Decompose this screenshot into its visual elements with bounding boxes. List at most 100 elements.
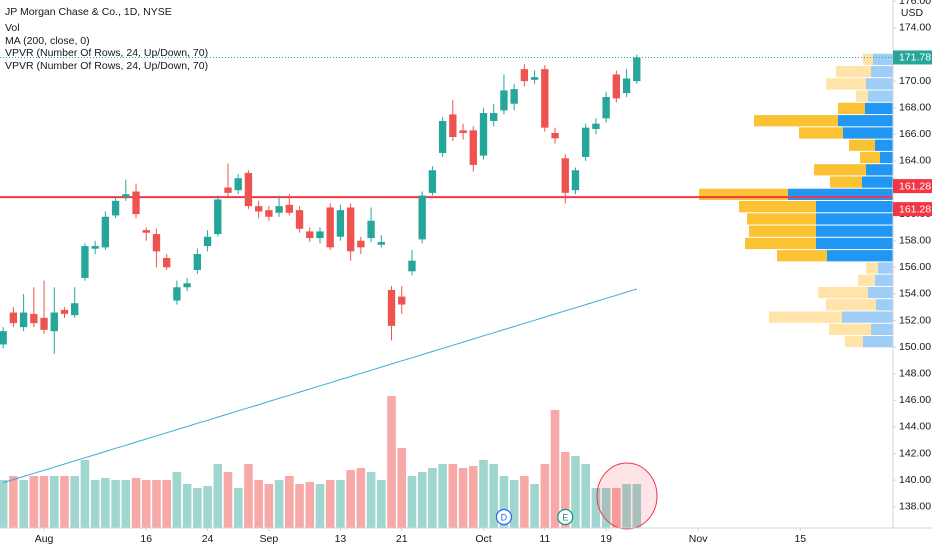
candle-body [479,113,488,156]
y-tick-label: 168.00 [899,102,931,114]
candle-body [500,90,508,111]
vp-up-bar [816,225,893,237]
volume-bar [489,464,499,528]
candle-body [50,312,58,332]
volume-bar [428,468,437,528]
volume-bar [550,410,560,528]
candle-body [30,313,38,324]
axes: 138.00 140.00 142.00 144.00 146.00 148.00 150.… [35,0,932,545]
volume-bar [121,480,131,528]
volume-bar [315,484,325,528]
volume-bar [509,480,519,528]
vp-down-bar [849,139,875,151]
volume-bar [468,466,478,528]
candle-body [193,254,202,270]
candle-body [582,127,590,157]
candle-body [254,206,263,212]
volume-bar [39,476,49,528]
candle-body [214,199,222,235]
vp-down-bar [836,65,871,78]
vp-up-bar [816,237,893,250]
x-tick-label: 15 [794,533,806,545]
candle-body [357,240,365,248]
candle-body [469,130,477,165]
volume-bar [591,488,601,528]
ma-line [3,288,637,484]
candle-body [60,309,69,314]
candle-body [183,283,191,288]
vp-down-bar [826,78,866,90]
vp-down-bar [814,164,866,176]
volume-bar [101,478,110,528]
vp-up-bar [880,151,893,164]
poc-label-bg [893,179,932,194]
candle-body [142,230,150,233]
vp-down-bar [699,188,788,200]
volume-bar [366,472,376,528]
event-label: D [501,512,508,522]
vp-down-bar [863,53,873,65]
candle-body [551,132,559,139]
y-tick-label: 148.00 [899,368,931,380]
candle-body [295,210,304,229]
candle-body [510,89,518,104]
volume-bar [571,456,580,528]
y-tick-label: 152.00 [899,314,931,326]
vp-up-bar [827,250,893,262]
volume-bar [0,480,8,528]
volume-bar [70,476,79,528]
candle-body [0,331,7,345]
candle-body [91,246,99,249]
vp-up-bar [816,200,893,213]
vp-up-bar [876,299,893,311]
candle-body [275,206,283,213]
volume-bar [397,448,407,528]
candle-body [633,57,641,82]
volume-bar [601,488,611,528]
vp-up-bar [875,274,893,286]
currency-label: USD [901,7,924,19]
candle-body [612,74,621,99]
vp-up-bar [875,139,893,151]
vp-down-bar [829,323,871,336]
volume-bar [233,488,243,528]
y-tick-label: 142.00 [899,447,931,459]
volume-bar [632,484,642,528]
poc-label-bg [893,202,932,217]
volume-bar [152,480,161,528]
vp-down-bar [838,102,865,115]
candle-body [163,258,171,268]
candle-body [438,121,447,153]
candle-body [449,114,457,137]
candle-body [306,231,314,239]
vp-up-bar [866,78,893,90]
volume-bar [141,480,151,528]
candle-body [428,170,437,193]
last-price-label-bg [893,50,932,65]
volume-bar [438,464,447,528]
volume-bar [448,464,458,528]
candle-body [19,312,28,328]
vp-down-bar [866,262,878,274]
candle-body [541,69,549,128]
candle-body [418,195,426,240]
candle-body [571,170,580,191]
volume-bar [60,476,69,528]
volume-bar [111,480,120,528]
vp-down-bar [749,225,816,237]
vp-up-bar [788,188,893,200]
volume-bar [264,484,274,528]
candle-body [101,216,110,248]
volume-bar [19,480,28,528]
volume-bar [172,472,182,528]
candle-body [346,207,355,252]
volume-bar [162,480,171,528]
candle-body [398,296,406,305]
y-tick-label: 174.00 [899,22,931,34]
vp-up-bar [862,176,893,188]
y-tick-label: 158.00 [899,235,931,247]
candle-body [244,172,253,207]
x-tick-label: Sep [260,533,279,545]
candle-body [459,130,467,133]
